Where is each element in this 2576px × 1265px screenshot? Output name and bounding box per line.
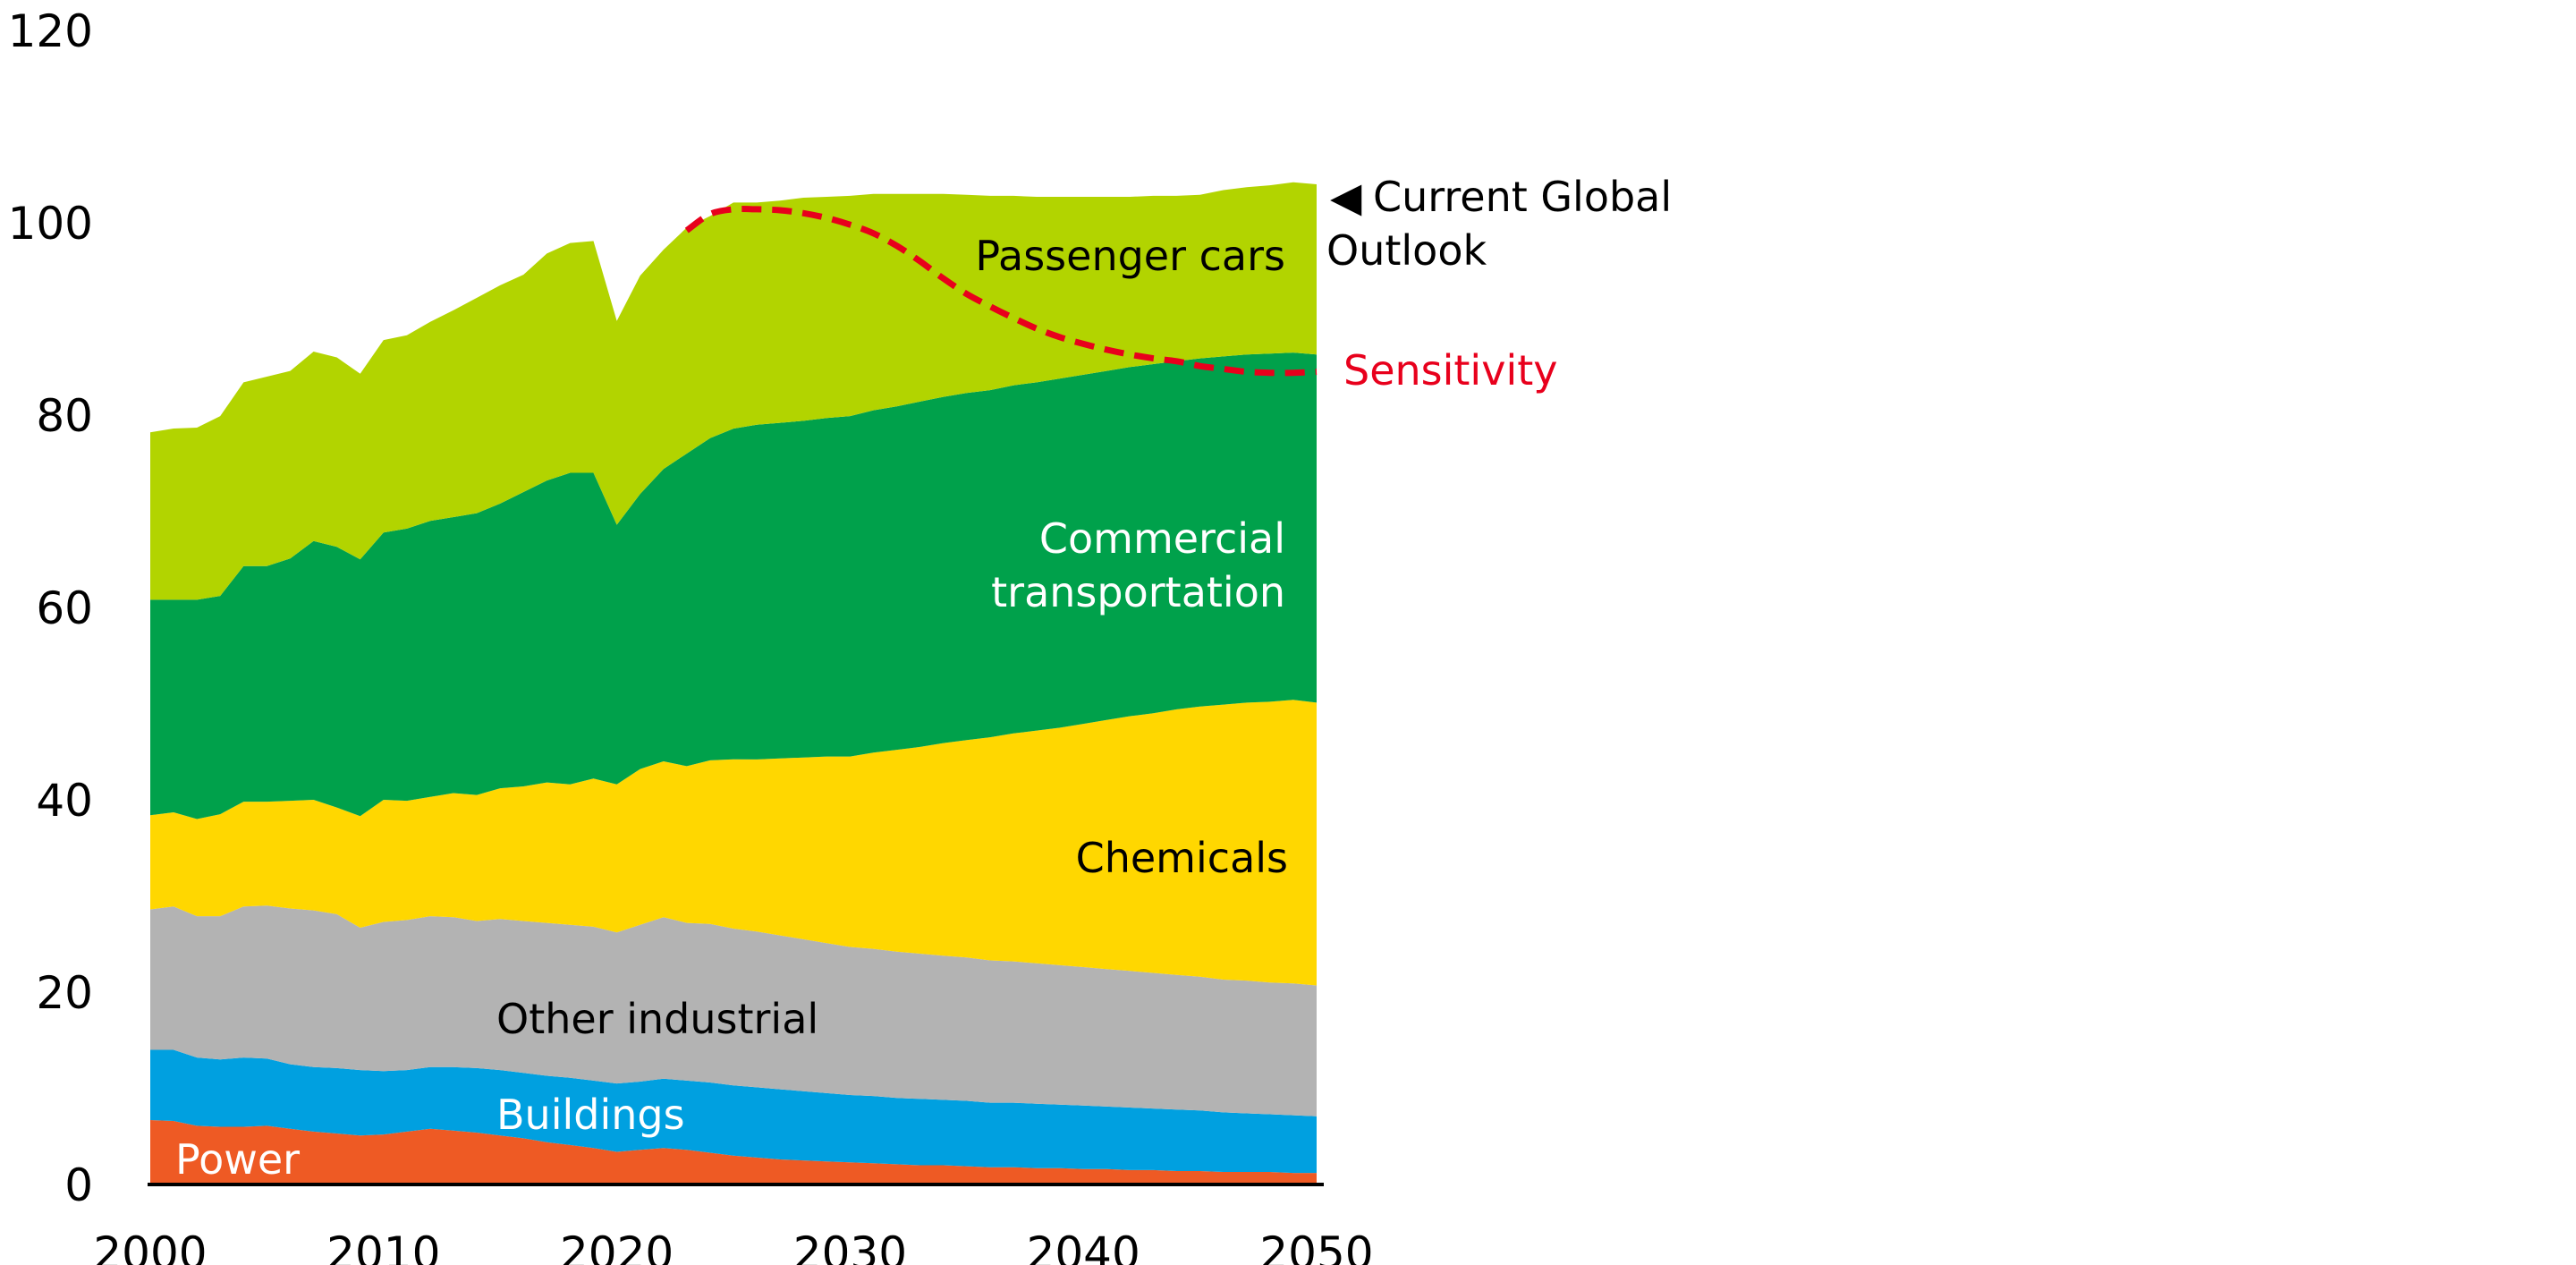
area-power <box>150 1120 1317 1184</box>
series-label-chemicals: Chemicals <box>1076 834 1288 882</box>
y-tick-label: 80 <box>36 390 93 442</box>
y-tick-label: 60 <box>36 582 93 634</box>
y-tick-label: 40 <box>36 775 93 827</box>
sensitivity-dashed-line <box>684 206 1318 377</box>
x-tick-label: 2020 <box>560 1227 674 1265</box>
y-tick-label: 120 <box>8 5 93 57</box>
series-label-buildings: Buildings <box>496 1091 685 1139</box>
annotations: ◀ Current Global Outlook Sensitivity <box>1326 173 1672 395</box>
x-axis-tick-labels: 2000 2010 2020 2030 2040 2050 <box>93 1227 1373 1265</box>
y-tick-label: 20 <box>36 967 93 1019</box>
series-labels: Power Buildings Other industrial Chemicals C… <box>175 232 1288 1184</box>
area-passenger-cars <box>150 182 1317 600</box>
outlook-arrow-icon: ◀ <box>1330 173 1362 221</box>
x-tick-label: 2050 <box>1259 1227 1373 1265</box>
series-label-power: Power <box>175 1135 300 1184</box>
y-tick-label: 0 <box>64 1159 93 1211</box>
series-label-passenger-cars: Passenger cars <box>975 232 1285 280</box>
area-buildings <box>150 1049 1317 1174</box>
x-tick-label: 2040 <box>1027 1227 1140 1265</box>
area-commercial-transportation <box>150 352 1317 819</box>
area-series-group <box>150 182 1317 1184</box>
x-tick-label: 2030 <box>793 1227 907 1265</box>
area-other-industrial <box>150 905 1317 1116</box>
current-global-outlook-label-line1: Current Global <box>1373 173 1672 221</box>
x-tick-label: 2000 <box>93 1227 207 1265</box>
x-tick-label: 2010 <box>326 1227 440 1265</box>
sensitivity-label: Sensitivity <box>1343 346 1557 395</box>
current-global-outlook-label-line2: Outlook <box>1326 226 1487 275</box>
series-label-other-industrial: Other industrial <box>496 995 818 1043</box>
area-chemicals <box>150 700 1317 986</box>
series-label-commercial-transportation: Commercial transportation <box>991 514 1285 616</box>
y-axis-tick-labels: 0 20 40 60 80 100 120 <box>8 5 93 1211</box>
y-tick-label: 100 <box>8 198 93 250</box>
